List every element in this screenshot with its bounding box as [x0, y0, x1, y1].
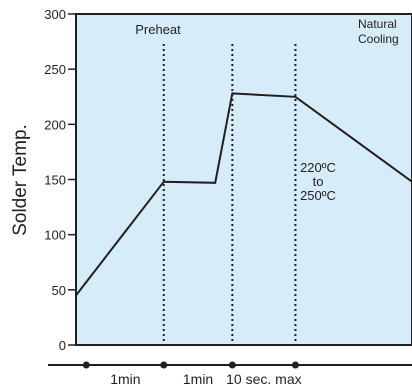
peak-range-label-line3: 250ºC: [300, 188, 336, 203]
timeline-marker-dot: [160, 361, 168, 369]
timeline-labels: 1min 1min 10 sec. max: [110, 371, 301, 387]
y-tick-label: 250: [44, 62, 66, 77]
y-tick-label: 300: [44, 7, 66, 22]
peak-range-label-line2: to: [313, 174, 324, 189]
y-tick-label: 150: [44, 173, 66, 188]
y-tick-label: 0: [59, 338, 66, 353]
timeline-marker-dot: [228, 361, 236, 369]
timeline-duration-label: 1min: [110, 371, 140, 387]
timeline-markers: [82, 361, 299, 369]
y-axis-title: Solder Temp.: [10, 124, 31, 236]
preheat-label: Preheat: [135, 22, 181, 37]
timeline-duration-label: 10 sec. max: [226, 371, 301, 387]
temperature-profile-line: [75, 92, 412, 297]
peak-range-label-line1: 220ºC: [300, 160, 336, 175]
timeline-marker-dot: [291, 361, 299, 369]
y-axis-ticks: 0 50 100 150 200 250 300: [44, 7, 76, 353]
y-tick-label: 50: [52, 283, 66, 298]
y-tick-label: 100: [44, 228, 66, 243]
natural-cooling-label-line2: Cooling: [358, 32, 399, 46]
y-tick-label: 200: [44, 117, 66, 132]
timeline-duration-label: 1min: [183, 371, 213, 387]
natural-cooling-label-line1: Natural: [358, 17, 397, 31]
timeline-marker-dot: [82, 361, 90, 369]
plot-area: [75, 13, 412, 346]
